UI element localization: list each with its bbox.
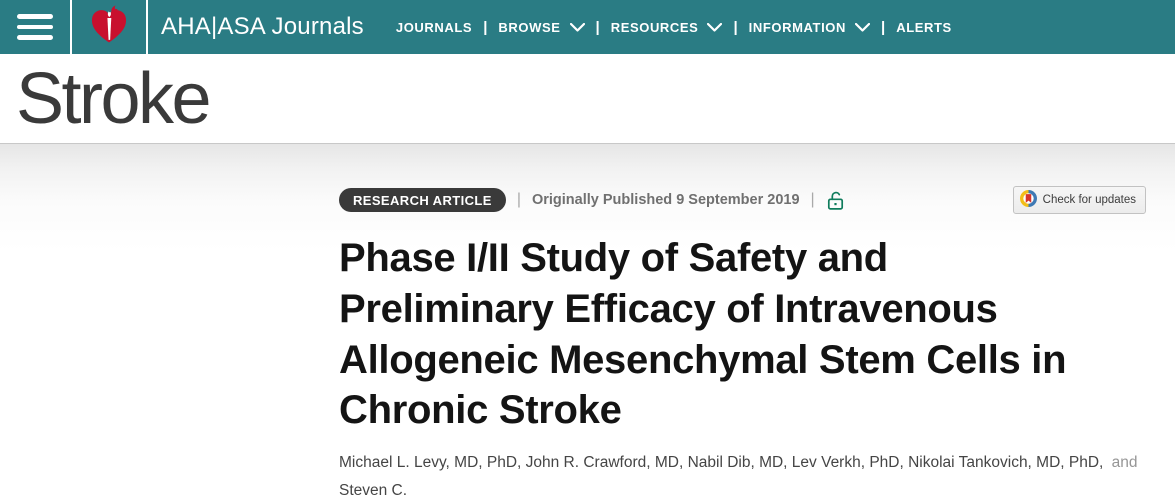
primary-nav: JOURNALS | BROWSE | RESOURCES | INFORMAT…: [396, 0, 952, 54]
site-header: AHA|ASA Journals JOURNALS | BROWSE | RES…: [0, 0, 1175, 54]
menu-icon: [17, 8, 53, 46]
nav-journals[interactable]: JOURNALS: [395, 19, 473, 35]
nav-separator: |: [733, 18, 738, 36]
authors-conjunction: and: [1111, 454, 1138, 472]
meta-separator: |: [810, 191, 815, 208]
journal-band: Stroke: [0, 54, 1175, 143]
journal-logo-stroke[interactable]: Stroke: [16, 58, 212, 139]
meta-separator: |: [516, 191, 521, 208]
nav-separator: |: [881, 18, 886, 36]
nav-separator: |: [595, 18, 600, 36]
authors-block: Michael L. Levy, MD, PhD, John R. Crawfo…: [339, 449, 1146, 502]
aha-logo-link[interactable]: [72, 0, 148, 54]
authors-line-1: Michael L. Levy, MD, PhD, John R. Crawfo…: [339, 449, 1146, 502]
open-access-lock-icon: [827, 190, 844, 210]
article-title: Phase I/II Study of Safety and Prelimina…: [339, 236, 1067, 433]
brand-title[interactable]: AHA|ASA Journals: [161, 13, 364, 40]
author-name-last: Steven C.: [339, 482, 408, 500]
chevron-down-icon: [707, 20, 723, 35]
aha-heart-torch-logo: [88, 4, 130, 51]
article-meta-row: RESEARCH ARTICLE | Originally Published …: [339, 186, 1146, 214]
nav-separator: |: [483, 18, 488, 36]
check-for-updates-label: Check for updates: [1042, 194, 1136, 206]
author-names: Michael L. Levy, MD, PhD, John R. Crawfo…: [339, 454, 1104, 472]
chevron-down-icon: [854, 20, 871, 35]
nav-alerts[interactable]: ALERTS: [896, 19, 952, 35]
check-for-updates-button[interactable]: Check for updates: [1012, 186, 1146, 214]
crossmark-icon: [1019, 190, 1037, 210]
chevron-down-icon: [569, 20, 585, 35]
menu-button[interactable]: [0, 0, 72, 54]
published-date: Originally Published 9 September 2019: [531, 192, 800, 208]
article-header: RESEARCH ARTICLE | Originally Published …: [0, 143, 1175, 502]
nav-information[interactable]: INFORMATION: [749, 20, 871, 35]
article-type-badge: RESEARCH ARTICLE: [339, 188, 506, 212]
nav-resources[interactable]: RESOURCES: [611, 20, 723, 35]
nav-browse[interactable]: BROWSE: [498, 20, 585, 35]
